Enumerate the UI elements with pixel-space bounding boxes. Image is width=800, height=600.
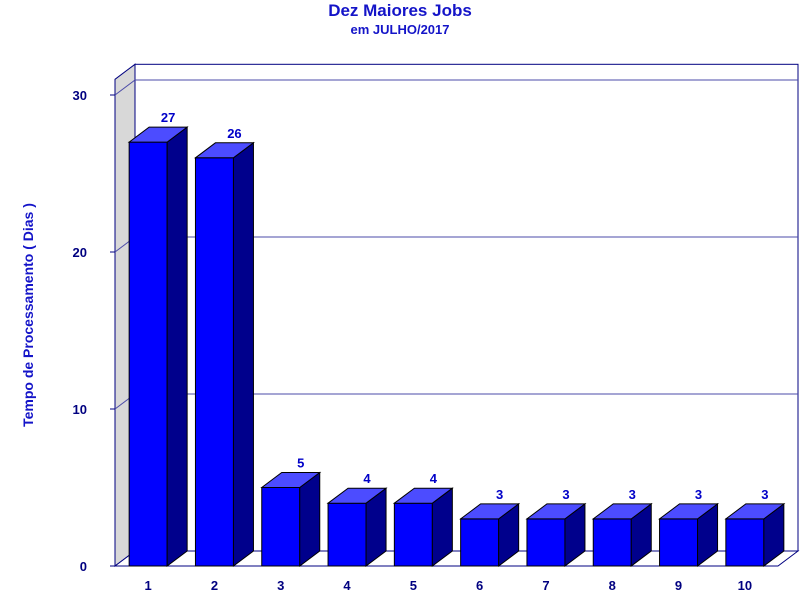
value-label: 3 (761, 487, 768, 502)
x-tick-label: 10 (738, 578, 752, 593)
x-tick-label: 4 (343, 578, 351, 593)
bar (591, 502, 653, 567)
bar-top (392, 487, 454, 504)
bar-side (299, 471, 321, 567)
x-tick-label: 8 (609, 578, 616, 593)
bar-top (591, 503, 653, 520)
x-tick-label: 7 (542, 578, 549, 593)
bar-top (260, 472, 322, 488)
bar (127, 126, 189, 567)
value-label: 26 (227, 126, 241, 141)
labels: 0 10 20 30 27 1 26 2 5 3 4 4 4 5 3 6 3 7 3 8 3 9 3 10 (73, 88, 769, 593)
bar (658, 502, 720, 567)
x-tick-label: 5 (410, 578, 417, 593)
gridline-side (114, 79, 136, 96)
x-tick-label: 2 (211, 578, 218, 593)
bar (525, 502, 587, 567)
bar-front (261, 487, 301, 567)
y-axis-label: Tempo de Processamento ( Dias ) (20, 203, 36, 427)
bar-front (592, 518, 632, 567)
bar-top (724, 503, 786, 520)
x-tick-label: 1 (145, 578, 152, 593)
bar-top (193, 142, 255, 159)
bar-front (128, 141, 168, 567)
bar (459, 502, 521, 567)
bar-front (393, 502, 433, 567)
bar-side (166, 126, 188, 567)
bar-front (659, 518, 699, 567)
value-label: 3 (496, 487, 503, 502)
value-label: 5 (297, 456, 304, 471)
chart-title: Dez Maiores Jobs (328, 1, 472, 20)
bar (260, 471, 322, 567)
chart-subtitle: em JULHO/2017 (350, 22, 450, 37)
bars (127, 126, 786, 567)
x-tick-label: 6 (476, 578, 483, 593)
value-label: 27 (161, 110, 175, 125)
value-label: 3 (629, 487, 636, 502)
bar (326, 487, 388, 567)
x-tick-label: 3 (277, 578, 284, 593)
value-label: 4 (363, 471, 371, 486)
bar-top (525, 503, 587, 520)
bar-side (232, 141, 254, 567)
value-label: 3 (695, 487, 702, 502)
bar-top (127, 126, 189, 143)
y-tick-label: 20 (73, 245, 87, 260)
bar-front (725, 518, 765, 567)
bar-top (658, 503, 720, 520)
bar (724, 502, 786, 567)
bar-front (327, 502, 367, 567)
bar-front (526, 518, 566, 567)
x-tick-label: 9 (675, 578, 682, 593)
value-label: 4 (430, 471, 438, 486)
bar (193, 141, 255, 567)
y-tick-label: 10 (73, 402, 87, 417)
y-tick-label: 30 (73, 88, 87, 103)
bar (392, 487, 454, 567)
bar-front (460, 518, 500, 567)
bar-top (326, 487, 388, 504)
value-label: 3 (562, 487, 569, 502)
bar-top (459, 503, 521, 520)
bar-front (194, 157, 234, 567)
y-tick-label: 0 (80, 559, 87, 574)
